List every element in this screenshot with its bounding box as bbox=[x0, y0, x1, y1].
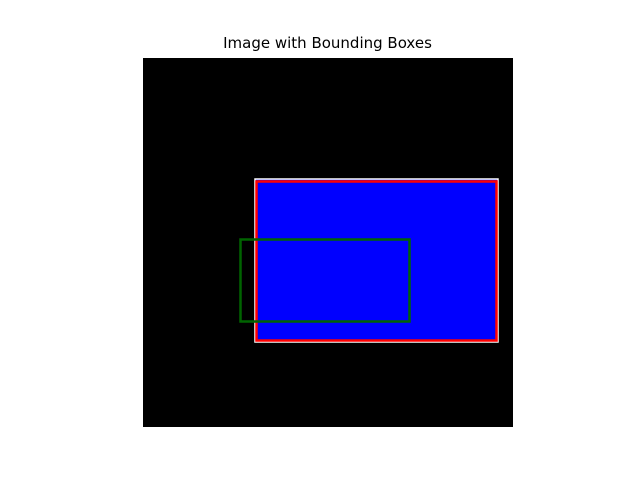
red-bounding-box bbox=[255, 180, 498, 342]
blue-rectangle bbox=[254, 178, 499, 343]
green-bounding-box bbox=[239, 238, 411, 323]
figure-title: Image with Bounding Boxes bbox=[223, 34, 432, 52]
